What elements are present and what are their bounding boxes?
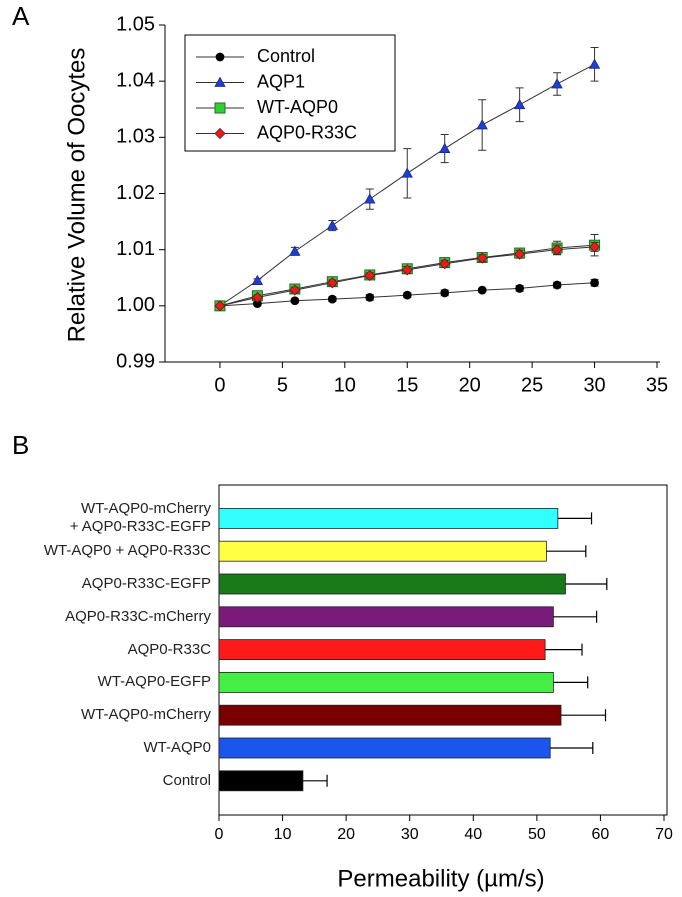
error-bar xyxy=(302,774,328,787)
x-axis-label: Permeability (µm/s) xyxy=(337,865,544,892)
error-bar xyxy=(553,610,598,623)
x-tick-label: 0 xyxy=(214,374,225,396)
marker xyxy=(402,290,412,300)
x-tick-label: 35 xyxy=(646,374,668,396)
y-axis-label: Relative Volume of Oocytes xyxy=(63,48,90,343)
y-tick-label: 1.05 xyxy=(116,13,155,35)
marker xyxy=(551,78,563,89)
x-tick-label: 25 xyxy=(521,374,543,396)
x-tick-label: 50 xyxy=(528,826,546,843)
legend-label: Control xyxy=(257,46,315,66)
marker xyxy=(476,252,488,264)
bar xyxy=(218,639,546,660)
y-tick-label: AQP0-R33C xyxy=(127,640,211,658)
marker xyxy=(365,293,375,302)
marker xyxy=(215,52,225,62)
marker xyxy=(401,167,413,178)
error-bar xyxy=(553,676,589,689)
bar xyxy=(218,704,562,726)
marker xyxy=(439,258,451,270)
marker xyxy=(439,142,451,153)
marker xyxy=(513,98,526,110)
legend-label: WT-AQP0 xyxy=(257,97,338,117)
marker xyxy=(515,284,525,293)
marker xyxy=(214,300,226,312)
x-tick-label: 70 xyxy=(655,826,673,843)
y-tick-label: 1.01 xyxy=(116,238,155,260)
x-tick-label: 0 xyxy=(215,826,224,843)
marker xyxy=(476,119,488,130)
x-tick-label: 30 xyxy=(583,374,605,396)
x-tick-label: 40 xyxy=(464,826,482,843)
y-tick-label: 1.03 xyxy=(116,126,155,148)
error-bar xyxy=(550,742,594,754)
bar xyxy=(218,507,559,529)
marker xyxy=(440,288,450,298)
bar xyxy=(218,606,554,628)
error-bar xyxy=(565,578,608,590)
x-tick-label: 20 xyxy=(337,826,355,843)
marker xyxy=(214,127,226,140)
legend-label: AQP0-R33C xyxy=(257,122,357,142)
marker xyxy=(326,277,338,289)
y-tick-label: 1.02 xyxy=(116,182,155,204)
marker xyxy=(214,76,226,87)
marker xyxy=(590,278,599,288)
y-tick-label: WT-AQP0 xyxy=(143,739,211,756)
y-tick-label: AQP0-R33C-mCherry xyxy=(65,607,211,625)
bar xyxy=(218,573,566,595)
bar xyxy=(218,672,554,693)
marker xyxy=(327,294,337,304)
x-tick-label: 60 xyxy=(592,826,610,843)
marker xyxy=(289,284,301,296)
marker xyxy=(551,244,563,256)
marker xyxy=(401,264,413,276)
marker xyxy=(251,291,263,303)
error-bar xyxy=(557,512,593,525)
y-tick-label: WT-AQP0-mCherry xyxy=(80,706,211,724)
error-bar xyxy=(546,545,587,558)
y-tick-label: WT-AQP0-mCherry + AQP0-R33C-EGFP xyxy=(69,500,211,536)
y-tick-label: 1.04 xyxy=(116,69,155,91)
y-tick-label: AQP0-R33C-EGFP xyxy=(81,575,211,592)
panel-label: A xyxy=(12,1,30,31)
marker xyxy=(364,193,376,204)
marker xyxy=(552,280,562,290)
marker xyxy=(251,274,264,285)
y-tick-label: 0.99 xyxy=(116,350,155,372)
marker xyxy=(214,102,226,114)
marker xyxy=(588,241,601,253)
marker xyxy=(326,219,339,230)
y-tick-label: Control xyxy=(162,771,211,789)
error-bar xyxy=(545,643,583,656)
marker xyxy=(290,296,300,306)
marker xyxy=(514,248,526,260)
bar xyxy=(218,770,304,792)
error-bar xyxy=(561,709,607,722)
bar xyxy=(218,540,547,562)
x-tick-label: 5 xyxy=(277,374,288,396)
x-tick-label: 20 xyxy=(459,374,481,396)
y-tick-label: 1.00 xyxy=(116,294,155,316)
legend-label: AQP1 xyxy=(257,71,305,91)
y-tick-label: WT-AQP0-EGFP xyxy=(97,673,211,691)
x-tick-label: 10 xyxy=(334,374,356,396)
marker xyxy=(364,269,376,282)
marker xyxy=(289,245,301,256)
x-tick-label: 10 xyxy=(274,826,292,843)
bar xyxy=(218,737,551,759)
marker xyxy=(588,58,601,69)
x-tick-label: 30 xyxy=(401,826,419,843)
x-tick-label: 15 xyxy=(396,374,418,396)
panel-label: B xyxy=(12,430,29,460)
y-tick-label: WT-AQP0 + AQP0-R33C xyxy=(43,542,211,560)
marker xyxy=(477,285,487,295)
